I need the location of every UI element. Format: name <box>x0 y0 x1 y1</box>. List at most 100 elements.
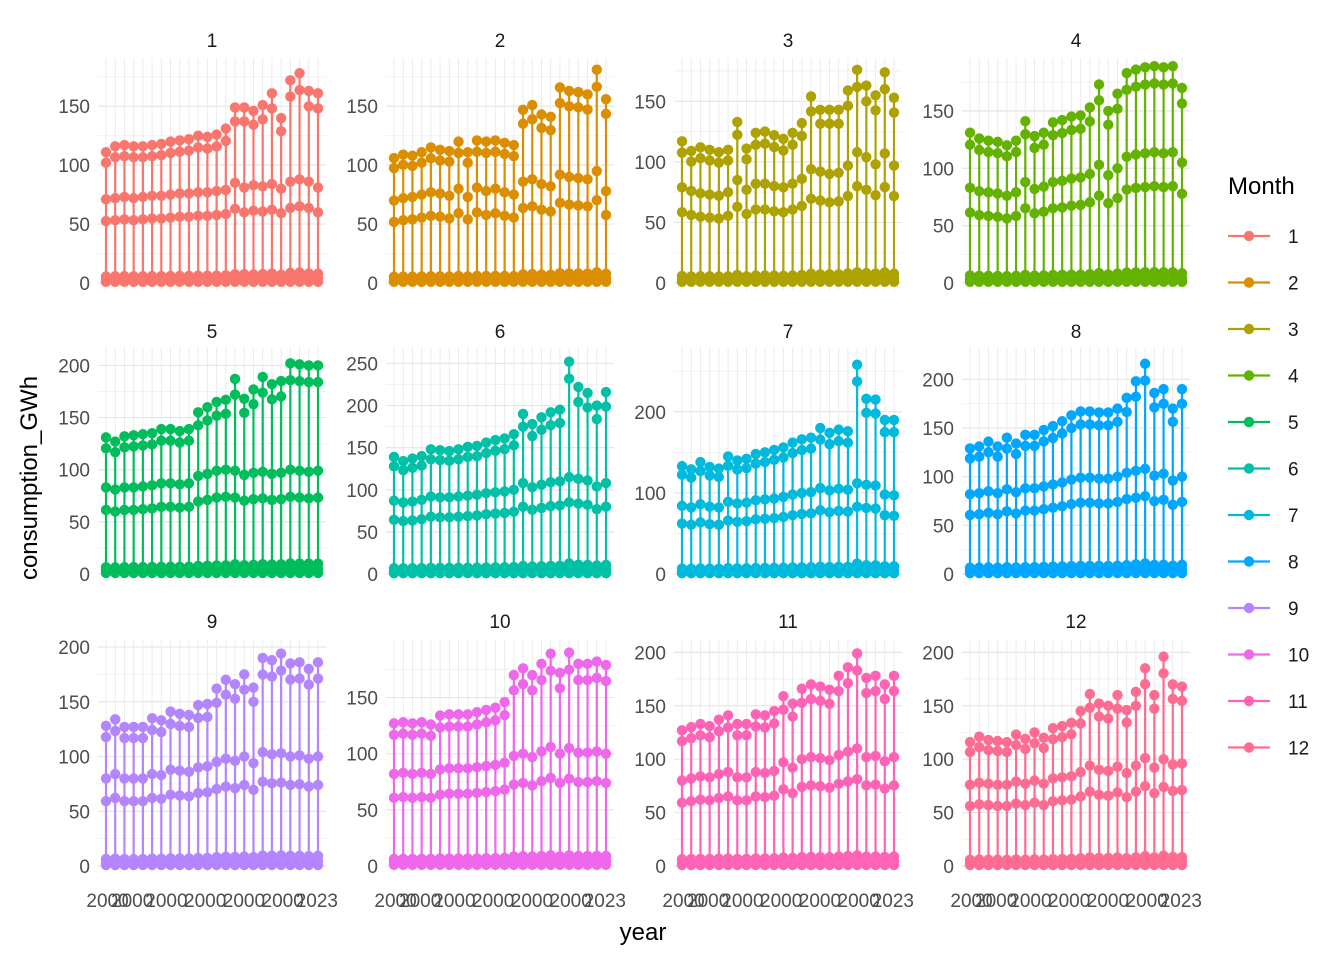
data-point <box>600 93 612 105</box>
data-point <box>248 493 259 505</box>
data-point <box>704 732 715 743</box>
data-point <box>229 783 241 794</box>
legend-key-point <box>1243 370 1255 381</box>
data-point <box>768 493 780 504</box>
data-point <box>434 211 446 222</box>
data-point <box>554 859 566 871</box>
data-point <box>202 415 213 426</box>
data-point <box>879 276 890 287</box>
data-point <box>229 203 241 215</box>
data-point <box>768 206 780 217</box>
data-point <box>964 736 976 748</box>
data-point <box>676 500 688 512</box>
data-point <box>563 647 575 658</box>
data-point <box>1084 276 1096 288</box>
data-point <box>722 859 734 871</box>
data-point <box>462 510 473 522</box>
data-point <box>527 669 538 681</box>
panel-title: 7 <box>783 322 794 343</box>
data-point <box>536 859 547 871</box>
data-point <box>1020 505 1031 516</box>
data-point <box>768 765 780 777</box>
data-point <box>713 519 725 530</box>
data-point <box>686 145 697 157</box>
data-point <box>1001 736 1013 748</box>
data-point <box>704 795 715 806</box>
data-point <box>851 665 863 676</box>
data-point <box>1167 759 1178 770</box>
data-point <box>1066 567 1077 579</box>
x-tick-label: 2000 <box>472 891 514 912</box>
data-point <box>1103 119 1114 130</box>
data-point <box>1167 276 1178 288</box>
data-point <box>974 209 985 221</box>
data-point <box>1075 199 1086 211</box>
data-point <box>1020 483 1031 494</box>
data-point <box>964 443 976 454</box>
data-point <box>768 512 780 524</box>
data-point <box>1121 493 1132 505</box>
data-point <box>554 404 566 415</box>
data-point <box>1056 202 1068 213</box>
data-point <box>248 119 259 130</box>
data-point <box>508 750 520 762</box>
data-point <box>1112 787 1123 798</box>
data-point <box>1139 276 1151 288</box>
data-point <box>545 476 556 488</box>
data-point <box>174 211 185 222</box>
data-point <box>183 188 195 199</box>
data-point <box>805 163 817 175</box>
data-point <box>100 731 112 743</box>
data-point <box>805 679 817 690</box>
data-point <box>713 147 725 158</box>
data-point <box>870 408 881 419</box>
panel-12: 0501001502001220002000200020002000200020… <box>922 612 1202 912</box>
data-point <box>527 780 538 791</box>
data-point <box>266 468 278 480</box>
data-point <box>1103 713 1114 724</box>
data-point <box>1020 778 1031 789</box>
x-tick-label: 2000 <box>511 891 553 912</box>
data-point <box>508 506 520 517</box>
legend-key-point <box>1243 323 1255 335</box>
data-point <box>388 514 400 525</box>
data-point <box>676 725 688 736</box>
data-point <box>266 494 278 506</box>
data-point <box>398 192 409 204</box>
data-point <box>248 105 259 117</box>
data-point <box>285 779 296 791</box>
data-point <box>128 482 139 493</box>
data-point <box>983 486 994 497</box>
data-point <box>1167 60 1178 72</box>
data-point <box>1103 567 1114 579</box>
data-point <box>676 567 688 579</box>
data-point <box>137 440 149 451</box>
data-point <box>686 276 697 287</box>
data-point <box>416 276 427 288</box>
data-point <box>861 151 872 163</box>
data-point <box>220 491 232 503</box>
data-point <box>480 209 492 221</box>
data-point <box>983 799 994 811</box>
data-point <box>732 516 743 527</box>
data-point <box>1001 567 1013 579</box>
data-point <box>563 373 575 384</box>
data-point <box>833 196 844 207</box>
data-point <box>1066 794 1077 805</box>
data-point <box>888 160 900 171</box>
data-point <box>750 276 761 287</box>
data-point <box>879 859 890 871</box>
data-point <box>1020 128 1031 140</box>
data-point <box>388 152 400 164</box>
data-point <box>563 356 575 367</box>
legend-key-point <box>1243 602 1255 614</box>
data-point <box>119 150 130 162</box>
data-point <box>1084 197 1096 208</box>
data-point <box>591 776 602 787</box>
data-point <box>499 696 510 708</box>
data-point <box>1103 859 1114 871</box>
data-point <box>861 567 872 579</box>
data-point <box>388 216 400 228</box>
data-point <box>704 212 715 223</box>
data-point <box>444 213 455 224</box>
